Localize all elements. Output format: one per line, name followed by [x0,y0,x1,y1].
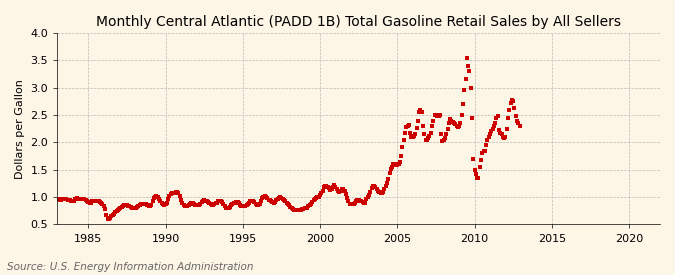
Text: Source: U.S. Energy Information Administration: Source: U.S. Energy Information Administ… [7,262,253,272]
Y-axis label: Dollars per Gallon: Dollars per Gallon [15,79,25,179]
Title: Monthly Central Atlantic (PADD 1B) Total Gasoline Retail Sales by All Sellers: Monthly Central Atlantic (PADD 1B) Total… [96,15,621,29]
